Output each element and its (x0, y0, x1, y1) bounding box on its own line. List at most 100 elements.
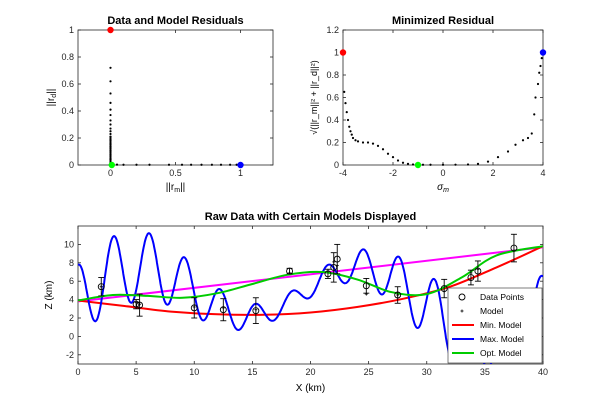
y-tick-label: 0.8 (326, 70, 339, 80)
residual-point (346, 118, 350, 122)
residual-point (401, 161, 405, 164)
x-tick-label: 4 (540, 168, 545, 178)
data-point (109, 119, 112, 122)
y-tick-label: 0.6 (61, 79, 74, 89)
y-tick-label: 0.4 (61, 106, 74, 116)
residual-point (391, 156, 395, 159)
data-point-marker (252, 307, 260, 315)
data-point (219, 163, 223, 166)
residual-point (350, 133, 353, 136)
highlight-point (107, 26, 114, 34)
data-point (109, 80, 112, 83)
data-point (148, 163, 151, 166)
data-point (109, 130, 112, 133)
x-tick-label: 5 (134, 367, 139, 377)
data-point (109, 66, 112, 69)
x-axis-label-tail: || (180, 182, 185, 193)
magenta-model-line (78, 246, 543, 303)
residual-point (521, 139, 525, 142)
x-tick-label: 0 (75, 367, 80, 377)
highlight-point (414, 161, 422, 169)
data-point (109, 101, 112, 104)
residual-point (343, 90, 346, 93)
residual-point (534, 96, 537, 99)
axes-box (77, 29, 274, 166)
residual-point (466, 163, 470, 166)
data-point-marker (190, 304, 198, 312)
data-point (109, 132, 112, 136)
residual-point (381, 148, 385, 151)
data-point (109, 113, 112, 117)
y-tick-label: 2 (69, 313, 74, 323)
x-tick-label: -4 (339, 168, 347, 178)
y-tick-label: 1 (334, 48, 339, 58)
x-tick-label: 25 (364, 367, 374, 377)
residual-point (441, 163, 445, 166)
x-axis-label-sub: m (443, 187, 449, 194)
y-axis-label: ||rd|| (46, 89, 58, 107)
data-point (109, 127, 112, 130)
y-axis-label: Z (km) (44, 281, 55, 310)
y-axis-label-sub: d (51, 94, 58, 98)
residual-point (476, 162, 480, 165)
highlight-point (108, 161, 116, 169)
legend-marker-data (458, 293, 466, 301)
data-point-marker (330, 263, 338, 271)
legend-label: Opt. Model (480, 348, 522, 358)
residual-point (538, 71, 541, 74)
legend-label: Max. Model (480, 334, 524, 344)
residual-point (351, 136, 355, 140)
y-tick-label: 1 (69, 25, 74, 35)
y-tick-label: 8 (69, 258, 74, 268)
x-axis-label: σm (437, 182, 449, 194)
x-tick-label: 40 (538, 367, 548, 377)
data-point (200, 163, 203, 166)
chart-title: Raw Data with Certain Models Displayed (205, 211, 417, 223)
x-tick-label: -2 (389, 168, 397, 178)
y-tick-label: 0.8 (61, 52, 74, 62)
residual-point (349, 130, 352, 133)
data-point (190, 163, 193, 166)
residual-point (486, 160, 490, 163)
x-axis-label: ||rm|| (166, 182, 186, 194)
residual-point (406, 162, 410, 165)
x-tick-label: 20 (305, 367, 315, 377)
data-point-marker (362, 282, 370, 290)
residual-point (411, 163, 415, 166)
chart-title: Minimized Residual (392, 15, 494, 27)
residuals-subplot: Data and Model Residuals 0 0.5 1 0 0.2 0.4 0.6 0… (46, 15, 274, 194)
x-tick-label: 0 (440, 168, 445, 178)
data-point (115, 163, 119, 166)
data-point (180, 163, 184, 166)
data-point (235, 163, 238, 166)
x-tick-label: 0 (108, 168, 113, 178)
residual-point (356, 140, 360, 143)
residual-point (539, 64, 542, 68)
y-tick-label: 0 (69, 331, 74, 341)
data-point (135, 163, 138, 166)
x-tick-label: 1 (238, 168, 243, 178)
residual-point (366, 141, 370, 144)
residual-point (496, 156, 500, 159)
x-axis-label: X (km) (296, 383, 325, 394)
residual-point (371, 142, 375, 145)
raw-data-subplot: Raw Data with Certain Models Displayed 0 5… (44, 211, 548, 394)
y-tick-label: -2 (66, 350, 74, 360)
residual-point (354, 139, 357, 142)
y-tick-label: 0.4 (326, 115, 339, 125)
residual-point (540, 57, 543, 60)
y-axis-label-tail: || (46, 89, 57, 94)
y-tick-label: 0 (334, 160, 339, 170)
data-point (167, 163, 171, 166)
axes-box (342, 29, 544, 166)
residual-point (421, 163, 425, 166)
data-point (109, 92, 112, 95)
legend: Data Points Model Min. Model Max. Model Opt.… (447, 287, 543, 364)
residual-point (348, 125, 351, 128)
minimized-residual-subplot: Minimized Residual -4 -2 0 2 4 0 0.2 0.4 0.6 0.8 1 1… (309, 15, 547, 194)
x-tick-label: 0.5 (169, 168, 182, 178)
min-model-line (78, 245, 543, 316)
x-tick-label: 10 (189, 367, 199, 377)
y-tick-label: 0.2 (326, 138, 339, 148)
data-point (229, 163, 232, 166)
